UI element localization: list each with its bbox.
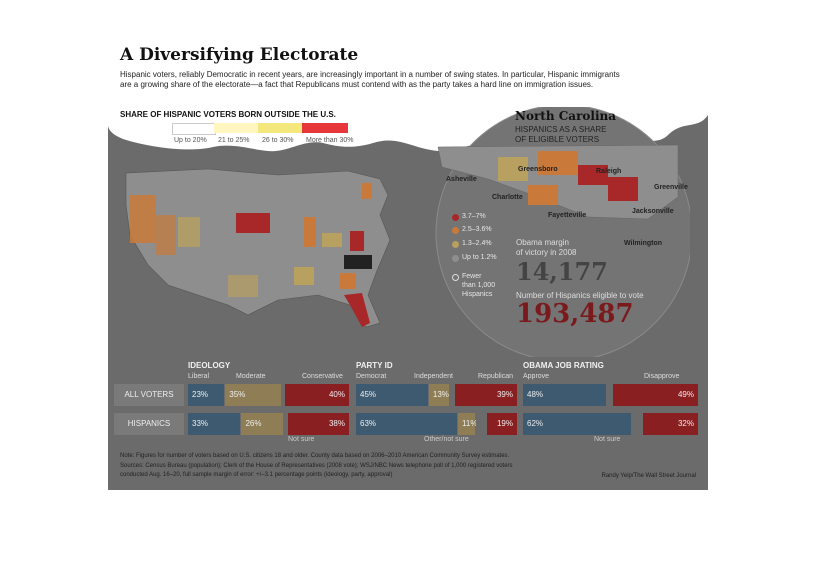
chart-title: OBAMA JOB RATING (523, 361, 604, 370)
not-sure-label: Not sure (288, 436, 315, 443)
infographic: A Diversifying Electorate Hispanic voter… (108, 35, 708, 490)
city-label: Wilmington (624, 240, 663, 247)
nc-subtitle: OF ELIGIBLE VOTERS (515, 135, 600, 144)
column-header: Moderate (236, 373, 266, 380)
source-line: Sources: Census Bureau (population); Cle… (120, 463, 513, 469)
nc-legend-label: Hispanics (462, 291, 493, 298)
bar-conservative: 38% (288, 413, 349, 435)
column-header: Conservative (302, 373, 343, 380)
nc-legend-swatch (452, 227, 459, 234)
column-header: Independent (414, 373, 453, 380)
bar-moderate: 35% (225, 384, 281, 406)
bar-conservative: 40% (285, 384, 349, 406)
credit: Randy Yeip/The Wall Street Journal (601, 473, 697, 479)
other-not-sure-label: Other/not sure (424, 436, 469, 443)
column-header: Republican (478, 373, 514, 380)
bar-independent: 13% (428, 384, 449, 406)
nc-legend-label: 1.3–2.4% (462, 240, 492, 247)
nc-legend-label: Fewer (462, 273, 482, 280)
nc-inset (435, 107, 690, 357)
bar-republican: 19% (487, 413, 517, 435)
legend-label: 21 to 25% (218, 137, 250, 144)
nc-legend-swatch (452, 214, 459, 221)
margin-value: 14,177 (516, 257, 608, 286)
note: Note: Figures for number of voters based… (120, 453, 510, 459)
legend-swatch-26-30 (258, 123, 302, 133)
nc-legend-label: Up to 1.2% (462, 254, 497, 261)
column-header: Democrat (356, 373, 387, 380)
eligible-label: Number of Hispanics eligible to vote (516, 291, 644, 300)
nc-title: North Carolina (515, 109, 617, 123)
not-sure-label: Not sure (594, 436, 621, 443)
page-title: A Diversifying Electorate (120, 45, 359, 65)
legend-label: More than 30% (306, 137, 354, 144)
legend-swatch-21-25 (214, 123, 258, 133)
row-label: ALL VOTERS (114, 384, 184, 406)
city-label: Greensboro (518, 166, 558, 173)
bar-independent: 11% (458, 413, 477, 435)
city-label: Greenville (654, 184, 688, 191)
bar-not-sure (607, 384, 616, 406)
chart-title: IDEOLOGY (188, 361, 231, 370)
us-map (125, 168, 391, 328)
column-header: Disapprove (644, 373, 680, 380)
bar-democrat: 63% (356, 413, 458, 435)
column-header: Approve (523, 373, 550, 380)
nc-legend-label: 2.5–3.6% (462, 226, 492, 233)
row-label: HISPANICS (114, 413, 184, 435)
legend-label: 26 to 30% (262, 137, 294, 144)
column-header: Liberal (188, 373, 210, 380)
city-label: Asheville (446, 176, 477, 183)
nc-legend-label: than 1,000 (462, 282, 496, 289)
legend-swatch-over-30 (302, 123, 348, 133)
nc-legend-swatch (452, 274, 459, 281)
dek-line-2: are a growing share of the electorate—a … (120, 80, 594, 89)
bar-liberal: 33% (188, 413, 241, 435)
bar-disapprove: 49% (612, 384, 698, 406)
margin-label: Obama margin (516, 238, 569, 247)
eligible-value: 193,487 (516, 299, 634, 329)
city-label: Jacksonville (632, 208, 674, 215)
nc-legend-swatch (452, 255, 459, 262)
bar-other-not-sure (475, 413, 487, 435)
bar-not-sure (632, 413, 642, 435)
dek-line-1: Hispanic voters, reliably Democratic in … (120, 70, 620, 79)
bar-democrat: 45% (356, 384, 428, 406)
margin-label: of victory in 2008 (516, 248, 577, 257)
bar-other-not-sure (449, 384, 458, 406)
bar-disapprove: 32% (642, 413, 698, 435)
bar-liberal: 23% (188, 384, 225, 406)
legend-label: Up to 20% (174, 137, 207, 144)
bar-not-sure (283, 413, 292, 435)
city-label: Charlotte (492, 194, 523, 201)
source-line: conducted Aug. 16–20, full sample margin… (120, 472, 393, 478)
nc-legend-swatch (452, 241, 459, 248)
legend-swatch-up-to-20 (172, 123, 216, 135)
city-label: Fayetteville (548, 212, 587, 219)
nc-subtitle: HISPANICS AS A SHARE (515, 125, 607, 134)
bar-approve: 62% (523, 413, 632, 435)
bar-approve: 48% (523, 384, 607, 406)
bar-republican: 39% (454, 384, 517, 406)
nc-legend-label: 3.7–7% (462, 213, 486, 220)
bar-moderate: 26% (241, 413, 283, 435)
legend-title: SHARE OF HISPANIC VOTERS BORN OUTSIDE TH… (120, 110, 336, 119)
city-label: Raleigh (596, 168, 622, 175)
chart-title: PARTY ID (356, 361, 393, 370)
